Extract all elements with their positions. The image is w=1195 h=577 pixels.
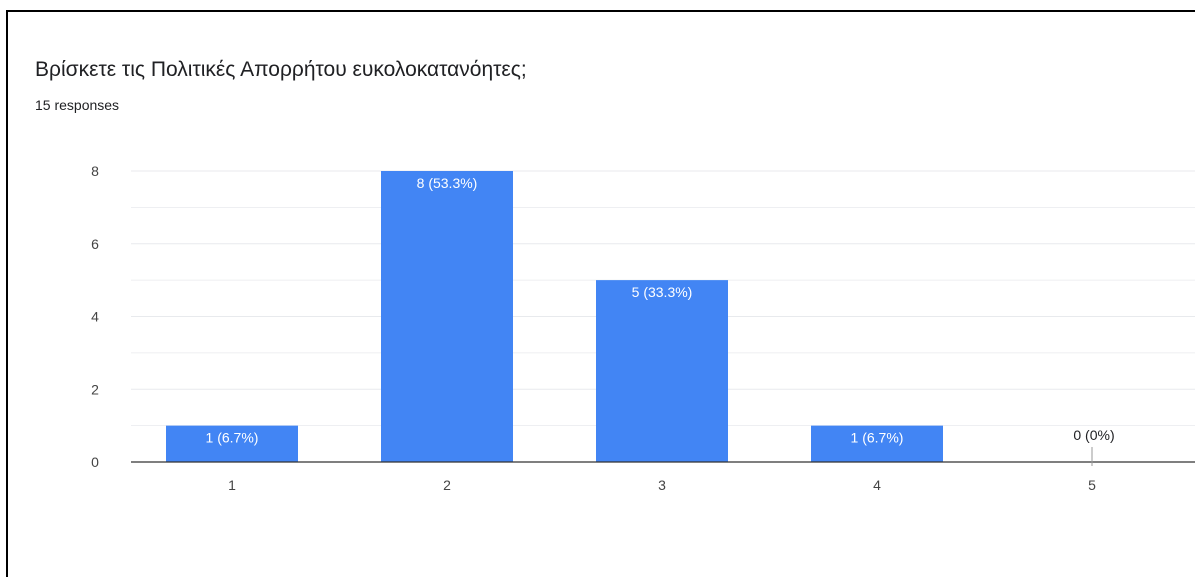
- data-label-1: 1 (6.7%): [206, 430, 259, 446]
- x-tick-label: 4: [873, 477, 881, 493]
- x-tick-label: 1: [228, 477, 236, 493]
- x-tick-label: 2: [443, 477, 451, 493]
- data-label-5: 0 (0%): [1073, 427, 1114, 443]
- bar-3: [596, 280, 728, 462]
- chart-card: Βρίσκετε τις Πολιτικές Απορρήτου ευκολοκ…: [6, 10, 1195, 577]
- chart-title: Βρίσκετε τις Πολιτικές Απορρήτου ευκολοκ…: [35, 58, 527, 81]
- responses-count: 15 responses: [35, 97, 120, 113]
- x-tick-label: 3: [658, 477, 666, 493]
- y-tick-label: 8: [91, 163, 99, 179]
- y-tick-label: 6: [91, 236, 99, 252]
- y-tick-label: 2: [91, 381, 99, 397]
- data-label-3: 5 (33.3%): [632, 284, 693, 300]
- bar-4: [811, 425, 943, 462]
- data-label-4: 1 (6.7%): [851, 430, 904, 446]
- bar-chart: 0 2 4 6 8 1 (6.7%) 8 (53.3%) 5 (33.3%) 1 (6.7%) 0…: [91, 163, 1195, 493]
- x-tick-label: 5: [1088, 477, 1096, 493]
- y-tick-label: 4: [91, 309, 99, 325]
- bar-2: [381, 171, 513, 462]
- bar-1: [166, 425, 298, 462]
- data-label-2: 8 (53.3%): [417, 175, 478, 191]
- y-tick-label: 0: [91, 454, 99, 470]
